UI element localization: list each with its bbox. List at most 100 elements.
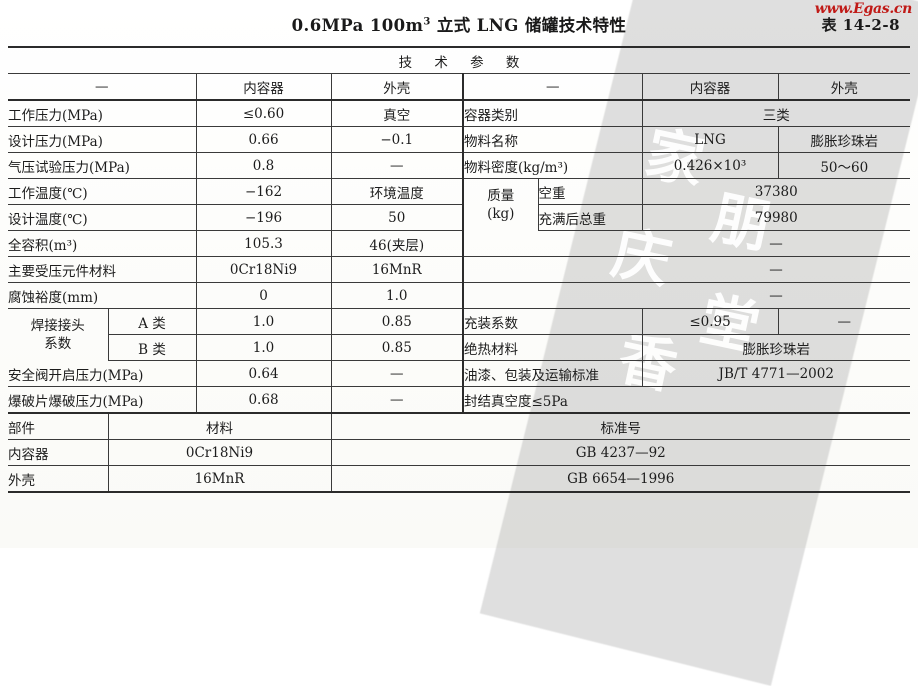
row-label-corrosion-allowance: 腐蚀裕度(mm) <box>8 282 196 309</box>
table-row: 腐蚀裕度(mm) 0 1.0 — <box>8 282 910 309</box>
value-corrosion-outer: 1.0 <box>330 282 464 309</box>
table-number: 表 14-2-8 <box>821 16 900 34</box>
row-label-empty-weight: 空重 <box>537 178 642 205</box>
row-label-rupture-disc-pressure: 爆破片爆破压力(MPa) <box>8 386 196 414</box>
value-filling-factor-inner: ≤0.95 <box>641 308 778 335</box>
table-row: 安全阀开启压力(MPa) 0.64 — 油漆、包装及运输标准 JB/T 4771… <box>8 360 910 387</box>
bottom-header-part: 部件 <box>8 413 108 440</box>
value-material-density-outer: 50～60 <box>777 152 910 179</box>
value-weld-b-outer: 0.85 <box>330 334 464 361</box>
header-left-inner: 内容器 <box>195 73 331 101</box>
value-weld-a-inner: 1.0 <box>195 308 331 335</box>
row-label-design-pressure: 设计压力(MPa) <box>8 126 196 153</box>
row-label-full-weight: 充满后总重 <box>537 204 642 231</box>
row-label-working-temperature: 工作温度(℃) <box>8 178 196 205</box>
table-row: 设计温度(℃) −196 50 充满后总重 79980 <box>8 204 910 231</box>
table-row: 焊接接头 系数 A 类 1.0 0.85 充装系数 ≤0.95 — <box>8 308 910 352</box>
row-label-design-temperature: 设计温度(℃) <box>8 204 196 231</box>
bottom-standard-inner-vessel: GB 4237—92 <box>330 439 910 466</box>
table-row: B 类 1.0 0.85 绝热材料 膨胀珍珠岩 <box>8 334 910 361</box>
value-safety-valve-inner: 0.64 <box>195 360 331 387</box>
header-right-blank: — <box>463 73 642 101</box>
header-left-blank: — <box>8 73 196 101</box>
table-row: 气压试验压力(MPa) 0.8 — 物料密度(kg/m³) 0.426×10³ … <box>8 152 910 179</box>
row-label-blank-1 <box>463 230 642 257</box>
row-label-insulation-material: 绝热材料 <box>463 334 642 361</box>
weld-label-line1: 焊接接头 <box>30 317 85 334</box>
bottom-material-inner-vessel: 0Cr18Ni9 <box>107 439 331 466</box>
column-header-row: — 内容器 外壳 — 内容器 外壳 <box>8 73 910 101</box>
bottom-table-row: 外壳 16MnR GB 6654—1996 <box>8 465 910 493</box>
mass-label-line1: 质量 <box>487 187 515 204</box>
value-design-temp-outer: 50 <box>330 204 464 231</box>
title-superscript: 3 <box>423 16 431 28</box>
value-filling-factor-outer: — <box>777 308 910 335</box>
value-rupture-disc-outer: — <box>330 386 464 414</box>
table-row: 主要受压元件材料 0Cr18Ni9 16MnR — <box>8 256 910 283</box>
bottom-material-outer-shell: 16MnR <box>107 465 331 493</box>
value-blank-2: — <box>642 256 910 283</box>
value-design-pressure-inner: 0.66 <box>195 126 331 153</box>
title-prefix: 0.6MPa 100m <box>291 16 424 35</box>
bottom-standard-outer-shell: GB 6654—1996 <box>330 465 910 493</box>
header-right-inner: 内容器 <box>641 73 778 101</box>
bottom-header-standard: 标准号 <box>330 413 910 440</box>
value-vessel-category: 三类 <box>641 100 910 127</box>
row-label-weld-class-b: B 类 <box>107 334 196 361</box>
table-row: 工作温度(℃) −162 环境温度 质量 (kg) 空重 37380 <box>8 178 910 222</box>
header-left-outer: 外壳 <box>330 73 464 101</box>
url-watermark: www.Egas.cn <box>814 1 913 17</box>
title-suffix: 立式 LNG 储罐技术特性 <box>430 16 627 35</box>
value-rupture-disc-inner: 0.68 <box>195 386 331 414</box>
table-row: 工作压力(MPa) ≤0.60 真空 容器类别 三类 <box>8 100 910 127</box>
row-label-safety-valve-pressure: 安全阀开启压力(MPa) <box>8 360 196 387</box>
value-insulation-material: 膨胀珍珠岩 <box>641 334 910 361</box>
value-weld-a-outer: 0.85 <box>330 308 464 335</box>
value-main-material-inner: 0Cr18Ni9 <box>195 256 331 283</box>
value-design-temp-inner: −196 <box>195 204 331 231</box>
row-label-filling-factor: 充装系数 <box>463 308 642 335</box>
value-total-volume-outer: 46(夹层) <box>330 230 464 257</box>
row-label-sealed-vacuum-degree: 封结真空度≤5Pa <box>463 386 910 414</box>
document-header: 0.6MPa 100m3 立式 LNG 储罐技术特性 表 14-2-8 <box>0 12 918 42</box>
row-label-mass-group: 质量 (kg) <box>463 179 538 231</box>
table-row: 设计压力(MPa) 0.66 −0.1 物料名称 LNG 膨胀珍珠岩 <box>8 126 910 153</box>
value-corrosion-inner: 0 <box>195 282 331 309</box>
value-empty-weight: 37380 <box>641 178 910 205</box>
bottom-table-header-row: 部件 材料 标准号 <box>8 413 910 440</box>
row-label-main-pressure-parts-material: 主要受压元件材料 <box>8 256 196 283</box>
row-label-weld-class-a: A 类 <box>107 308 196 335</box>
row-label-blank-2 <box>463 256 642 283</box>
bottom-part-inner-vessel: 内容器 <box>8 439 108 466</box>
value-weld-b-inner: 1.0 <box>195 334 331 361</box>
page-title: 0.6MPa 100m3 立式 LNG 储罐技术特性 <box>0 12 918 36</box>
value-material-name-outer: 膨胀珍珠岩 <box>777 126 910 153</box>
value-pneumatic-test-inner: 0.8 <box>195 152 331 179</box>
value-working-temp-outer: 环境温度 <box>330 178 464 205</box>
table-row: 爆破片爆破压力(MPa) 0.68 — 封结真空度≤5Pa <box>8 386 910 414</box>
value-blank-3: — <box>642 282 910 309</box>
row-label-pneumatic-test-pressure: 气压试验压力(MPa) <box>8 152 196 179</box>
row-label-paint-packaging-standard: 油漆、包装及运输标准 <box>463 360 642 387</box>
value-blank-1: — <box>642 230 910 257</box>
row-label-material-name: 物料名称 <box>463 126 642 153</box>
value-total-volume-inner: 105.3 <box>195 230 331 257</box>
row-label-vessel-category: 容器类别 <box>463 100 642 127</box>
bottom-part-outer-shell: 外壳 <box>8 465 108 493</box>
value-material-density-inner: 0.426×10³ <box>641 152 778 179</box>
row-label-blank-3 <box>463 282 642 309</box>
weld-label-line2: 系数 <box>44 335 72 352</box>
value-working-pressure-inner: ≤0.60 <box>195 100 331 127</box>
value-pneumatic-test-outer: — <box>330 152 464 179</box>
value-paint-packaging-standard: JB/T 4771—2002 <box>641 360 910 387</box>
row-label-material-density: 物料密度(kg/m³) <box>463 152 642 179</box>
value-design-pressure-outer: −0.1 <box>330 126 464 153</box>
value-full-weight: 79980 <box>641 204 910 231</box>
row-label-weld-joint-group: 焊接接头 系数 <box>8 309 108 361</box>
value-main-material-outer: 16MnR <box>330 256 464 283</box>
value-working-pressure-outer: 真空 <box>330 100 464 127</box>
section-header-row: 技 术 参 数 <box>8 46 910 74</box>
bottom-header-material: 材料 <box>107 413 331 440</box>
spec-grid: 技 术 参 数 — 内容器 外壳 — 内容器 外壳 工作压力(MPa) ≤0.6… <box>8 46 910 493</box>
bottom-table-row: 内容器 0Cr18Ni9 GB 4237—92 <box>8 439 910 466</box>
